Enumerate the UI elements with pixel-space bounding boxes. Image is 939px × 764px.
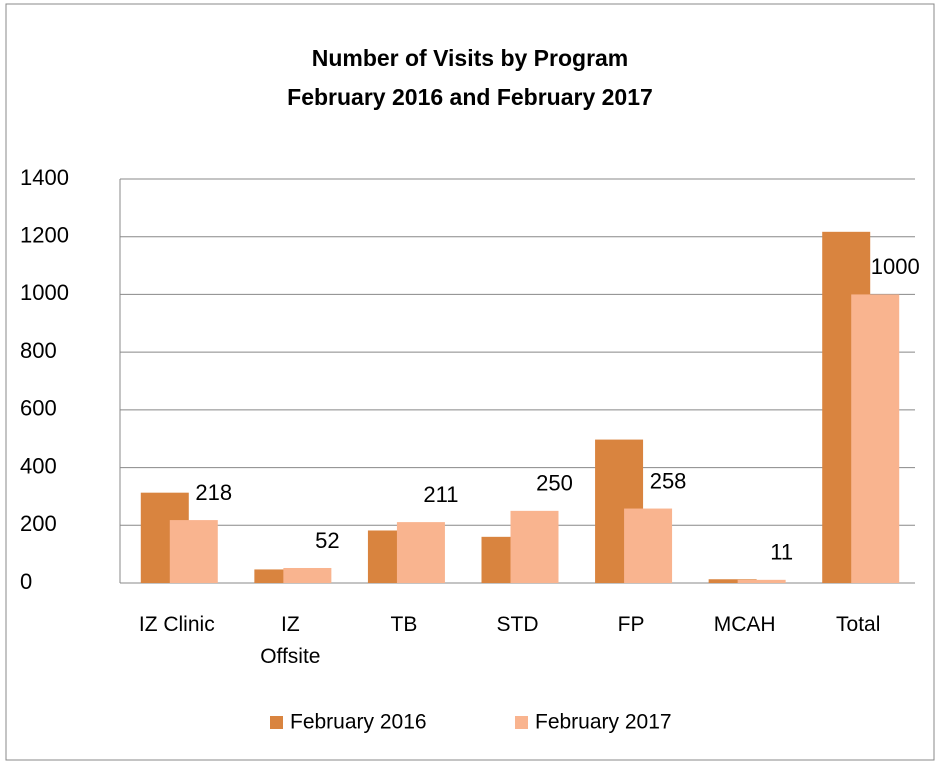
y-tick-label: 1000 (20, 280, 69, 305)
bar (708, 579, 757, 583)
bar (624, 508, 673, 583)
x-tick-label: IZ Offsite (260, 613, 321, 668)
data-label: 11 (770, 540, 793, 565)
x-tick-label: FP (617, 613, 645, 636)
y-tick-label: 800 (20, 338, 57, 363)
legend-swatch (515, 716, 528, 729)
data-label: 211 (423, 482, 458, 507)
bar (396, 522, 445, 583)
bar (510, 510, 559, 583)
data-label: 218 (195, 480, 232, 505)
y-tick-label: 400 (20, 453, 57, 478)
data-label: 250 (536, 471, 573, 496)
data-label: 258 (650, 468, 687, 493)
chart-subtitle: February 2016 and February 2017 (287, 84, 653, 110)
chart-title: Number of Visits by Program (312, 45, 629, 71)
chart-border (5, 3, 935, 761)
y-tick-label: 200 (20, 511, 57, 536)
data-label: 1000 (871, 254, 920, 279)
data-label: 52 (315, 528, 339, 553)
y-tick-label: 600 (20, 396, 57, 421)
x-tick-label: Total (836, 613, 881, 636)
x-tick-label: IZ Clinic (138, 613, 215, 636)
legend-swatch (270, 716, 283, 729)
bar (169, 520, 218, 583)
x-tick-label: MCAH (713, 613, 776, 636)
x-tick-label: TB (390, 613, 418, 636)
legend-label: February 2016 (290, 711, 427, 734)
bar (283, 567, 332, 583)
bar (851, 294, 900, 583)
x-tick-label: STD (496, 613, 539, 636)
y-tick-label: 1400 (20, 165, 69, 190)
y-tick-label: 1200 (20, 223, 69, 248)
legend-label: February 2017 (535, 711, 672, 734)
y-tick-label: 0 (20, 569, 32, 594)
bar (737, 579, 786, 583)
